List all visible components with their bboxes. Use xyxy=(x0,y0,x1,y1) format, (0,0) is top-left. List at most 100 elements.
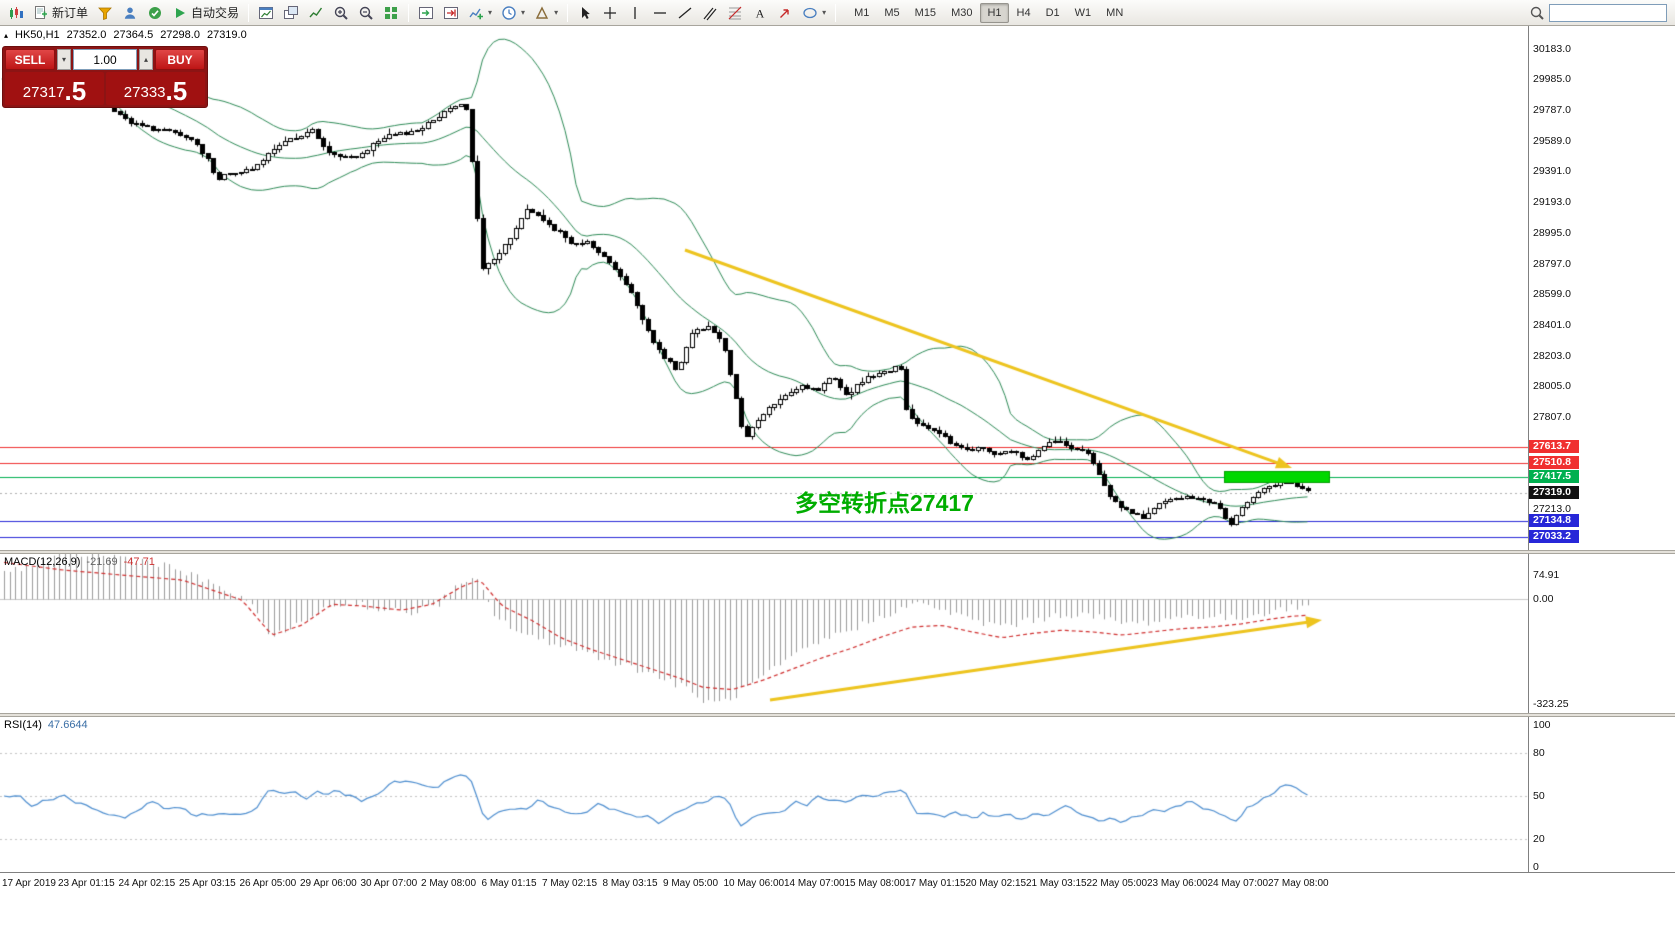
new-order-icon xyxy=(35,5,47,19)
trendline-button[interactable] xyxy=(673,2,697,24)
macd-panel-canvas[interactable] xyxy=(0,554,1528,713)
market-watch-button[interactable] xyxy=(143,2,167,24)
buy-price-main: 27333 xyxy=(123,84,166,101)
volume-increase-button[interactable]: ▴ xyxy=(139,49,153,70)
price-tag-27417.5: 27417.5 xyxy=(1529,470,1579,483)
sell-button[interactable]: SELL xyxy=(5,49,55,70)
timeframe-m5-button[interactable]: M5 xyxy=(884,6,900,19)
ohlc-close: 27319.0 xyxy=(206,29,247,41)
panel-separator-rsi[interactable] xyxy=(0,713,1675,717)
macd-axis-label: 0.00 xyxy=(1533,593,1554,605)
time-axis-label: 2 May 08:00 xyxy=(421,878,477,889)
buy-price[interactable]: 27333 .5 xyxy=(106,72,205,105)
sell-price-pip: .5 xyxy=(64,76,87,106)
tile-icon xyxy=(385,6,398,19)
horizontal-line-button[interactable] xyxy=(648,2,672,24)
rsi-indicator-label: RSI(14) 47.6644 xyxy=(4,719,88,731)
shapes-button[interactable]: ▾ xyxy=(798,2,830,24)
rsi-title: RSI(14) xyxy=(4,719,42,731)
new-chart-button[interactable] xyxy=(4,2,28,24)
auto-scroll-button[interactable] xyxy=(439,2,463,24)
time-axis-label: 24 May 07:00 xyxy=(1207,878,1269,889)
line-chart-mode-button[interactable] xyxy=(304,2,328,24)
zoom-out-button[interactable] xyxy=(354,2,378,24)
chart-window: ▴ HK50,H1 27352.0 27364.5 27298.0 27319.… xyxy=(0,26,1675,952)
timeframe-m1-button[interactable]: M1 xyxy=(854,6,870,19)
price-axis[interactable]: 30183.0 29985.0 29787.0 29589.0 29391.0 29193… xyxy=(1528,26,1675,873)
fibonacci-button[interactable] xyxy=(723,2,747,24)
toolbar-search xyxy=(1529,3,1671,22)
bar-chart-mode-button[interactable] xyxy=(254,2,278,24)
timeframe-m15-button[interactable]: M15 xyxy=(914,6,937,19)
time-axis-label: 20 May 02:15 xyxy=(965,878,1027,889)
panel-separator-macd[interactable] xyxy=(0,550,1675,554)
vertical-line-button[interactable] xyxy=(623,2,647,24)
arrows-tool-button[interactable] xyxy=(773,2,797,24)
one-click-toggle-icon[interactable]: ▴ xyxy=(4,30,9,40)
window-stack-icon xyxy=(284,5,299,19)
time-axis-label: 26 Apr 05:00 xyxy=(239,878,297,889)
sell-price-main: 27317 xyxy=(22,84,65,101)
fibo-icon xyxy=(728,6,742,19)
price-tag-27613.7: 27613.7 xyxy=(1529,440,1579,453)
price-axis-label: 29193.0 xyxy=(1533,196,1571,208)
text-tool-button[interactable]: A xyxy=(748,2,772,24)
periods-button[interactable]: ▾ xyxy=(497,2,529,24)
volume-input[interactable] xyxy=(73,49,137,70)
timeframe-h4-button[interactable]: H4 xyxy=(1016,6,1031,19)
price-axis-label: 29589.0 xyxy=(1533,135,1571,147)
buy-price-pip: .5 xyxy=(165,76,188,106)
templates-button[interactable]: ▾ xyxy=(530,2,562,24)
rsi-axis-label: 0 xyxy=(1533,861,1539,873)
time-axis-label: 24 Apr 02:15 xyxy=(118,878,176,889)
profile-icon xyxy=(124,7,136,19)
cursor-button[interactable] xyxy=(573,2,597,24)
time-axis-label: 23 May 06:00 xyxy=(1147,878,1208,889)
tline-icon xyxy=(678,7,692,18)
main-chart-canvas[interactable] xyxy=(0,26,1528,550)
symbol-period-label: HK50,H1 xyxy=(15,29,60,41)
new-order-button[interactable]: 新订单 xyxy=(29,2,92,24)
time-axis-label: 6 May 01:15 xyxy=(481,878,537,889)
timeframe-d1-button[interactable]: D1 xyxy=(1045,6,1060,19)
timeframe-h1-button[interactable]: H1 xyxy=(980,2,1009,23)
timeframe-w1-button[interactable]: W1 xyxy=(1074,6,1092,19)
volume-decrease-button[interactable]: ▾ xyxy=(57,49,71,70)
rsi-value: 47.6644 xyxy=(47,719,88,731)
buy-button[interactable]: BUY xyxy=(155,49,205,70)
metaeditor-button[interactable] xyxy=(93,2,117,24)
svg-text:A: A xyxy=(756,6,765,20)
crosshair-button[interactable] xyxy=(598,2,622,24)
shift-icon xyxy=(419,6,434,19)
cursor-icon xyxy=(582,6,590,19)
chart-shift-button[interactable] xyxy=(414,2,438,24)
price-axis-label: 29391.0 xyxy=(1533,165,1571,177)
profile-button[interactable] xyxy=(118,2,142,24)
price-tag-27134.8: 27134.8 xyxy=(1529,514,1579,527)
ohlc-low: 27298.0 xyxy=(160,29,200,41)
price-axis-label: 30183.0 xyxy=(1533,43,1571,55)
price-axis-label: 28797.0 xyxy=(1533,258,1571,270)
tile-windows-button[interactable] xyxy=(379,2,403,24)
sell-price[interactable]: 27317 .5 xyxy=(5,72,104,105)
time-axis-label: 25 Apr 03:15 xyxy=(179,878,236,889)
equidistant-channel-button[interactable] xyxy=(698,2,722,24)
zoom-in-button[interactable] xyxy=(329,2,353,24)
time-axis-label: 17 Apr 2019 xyxy=(2,878,56,889)
time-axis-label: 22 May 05:00 xyxy=(1086,878,1148,889)
price-axis-label: 28005.0 xyxy=(1533,380,1571,392)
candlestick-mode-button[interactable] xyxy=(279,2,303,24)
line-mode-icon xyxy=(309,7,323,17)
search-input[interactable] xyxy=(1549,3,1667,22)
timeframe-mn-button[interactable]: MN xyxy=(1106,6,1124,19)
toolbar-separator xyxy=(835,3,837,22)
main-toolbar: 新订单 自动交易 ▾ ▾ ▾ A ▾ M1 M5 M15 M30 H1 H4 D1 W1 MN xyxy=(0,0,1675,26)
rsi-panel-canvas[interactable] xyxy=(0,717,1528,872)
timeframe-m30-button[interactable]: M30 xyxy=(951,6,973,19)
time-axis[interactable]: 17 Apr 2019 23 Apr 01:15 24 Apr 02:15 25 Ap… xyxy=(0,872,1675,894)
auto-trading-button[interactable]: 自动交易 xyxy=(168,2,243,24)
indicators-button[interactable]: ▾ xyxy=(464,2,496,24)
time-axis-label: 23 Apr 01:15 xyxy=(58,878,115,889)
chart-candles-icon xyxy=(10,6,23,19)
